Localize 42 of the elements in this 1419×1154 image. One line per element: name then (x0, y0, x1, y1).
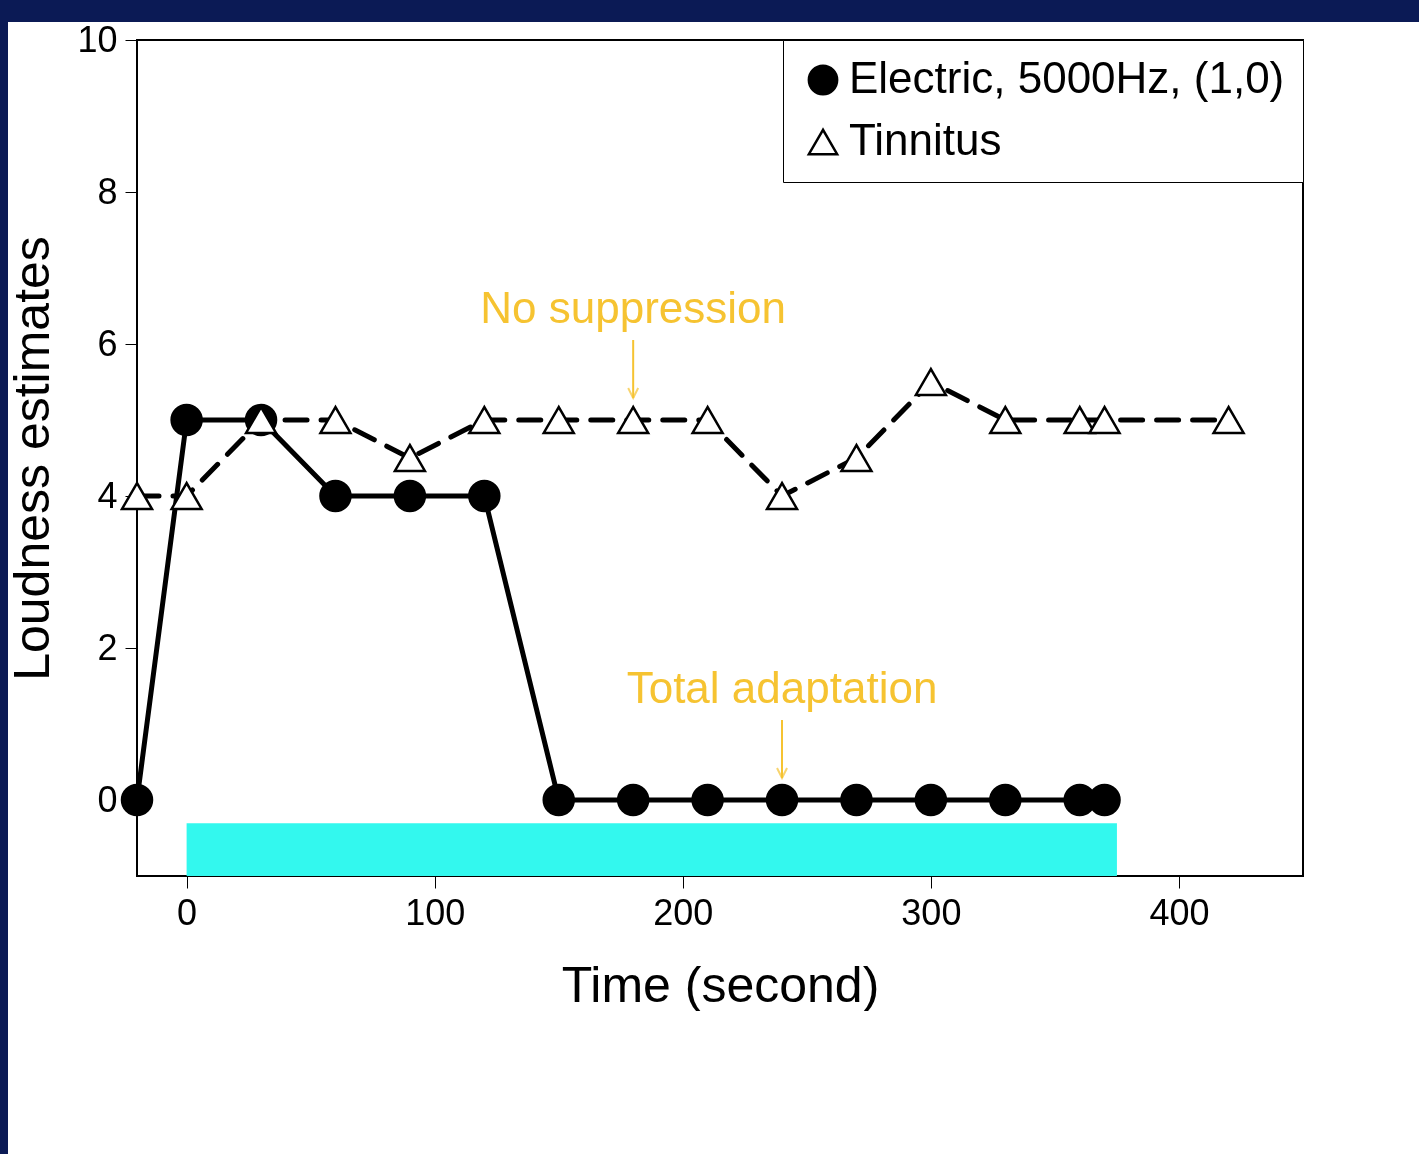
annotation: Total adaptation (626, 663, 938, 712)
point (120, 481, 154, 511)
y-tick-label: 8 (97, 170, 118, 212)
legend-label: Tinnitus (849, 115, 1002, 164)
point (765, 783, 799, 817)
point (319, 405, 352, 435)
x-tick-label: 0 (177, 891, 198, 933)
point (989, 405, 1022, 435)
point (393, 443, 427, 473)
x-tick-label: 400 (1149, 891, 1210, 933)
y-tick-label: 4 (97, 474, 118, 516)
point (914, 367, 948, 397)
point (616, 783, 650, 817)
point (691, 405, 724, 435)
x-tick-label: 300 (901, 891, 962, 933)
point (765, 481, 799, 511)
point (1088, 405, 1121, 435)
point (468, 479, 501, 513)
annotation: No suppression (480, 283, 787, 332)
x-tick-label: 100 (405, 891, 466, 933)
y-tick-label: 0 (97, 778, 118, 820)
point (170, 481, 203, 511)
x-tick-label: 200 (653, 891, 714, 933)
point (170, 403, 203, 437)
legend-label: Electric, 5000Hz, (1,0) (849, 53, 1285, 102)
point (914, 783, 948, 817)
point (468, 405, 501, 435)
y-tick-label: 6 (97, 322, 118, 364)
point (542, 405, 575, 435)
point (542, 783, 575, 817)
point (1212, 405, 1245, 435)
point (840, 783, 873, 817)
point (616, 405, 650, 435)
point (989, 783, 1022, 817)
y-tick-label: 2 (97, 626, 118, 668)
point (691, 783, 724, 817)
point (393, 479, 427, 513)
point (840, 443, 873, 473)
y-axis-title: Loudness estimates (4, 236, 61, 681)
point (319, 479, 352, 513)
point (120, 783, 154, 817)
y-tick-label: 10 (77, 18, 118, 60)
